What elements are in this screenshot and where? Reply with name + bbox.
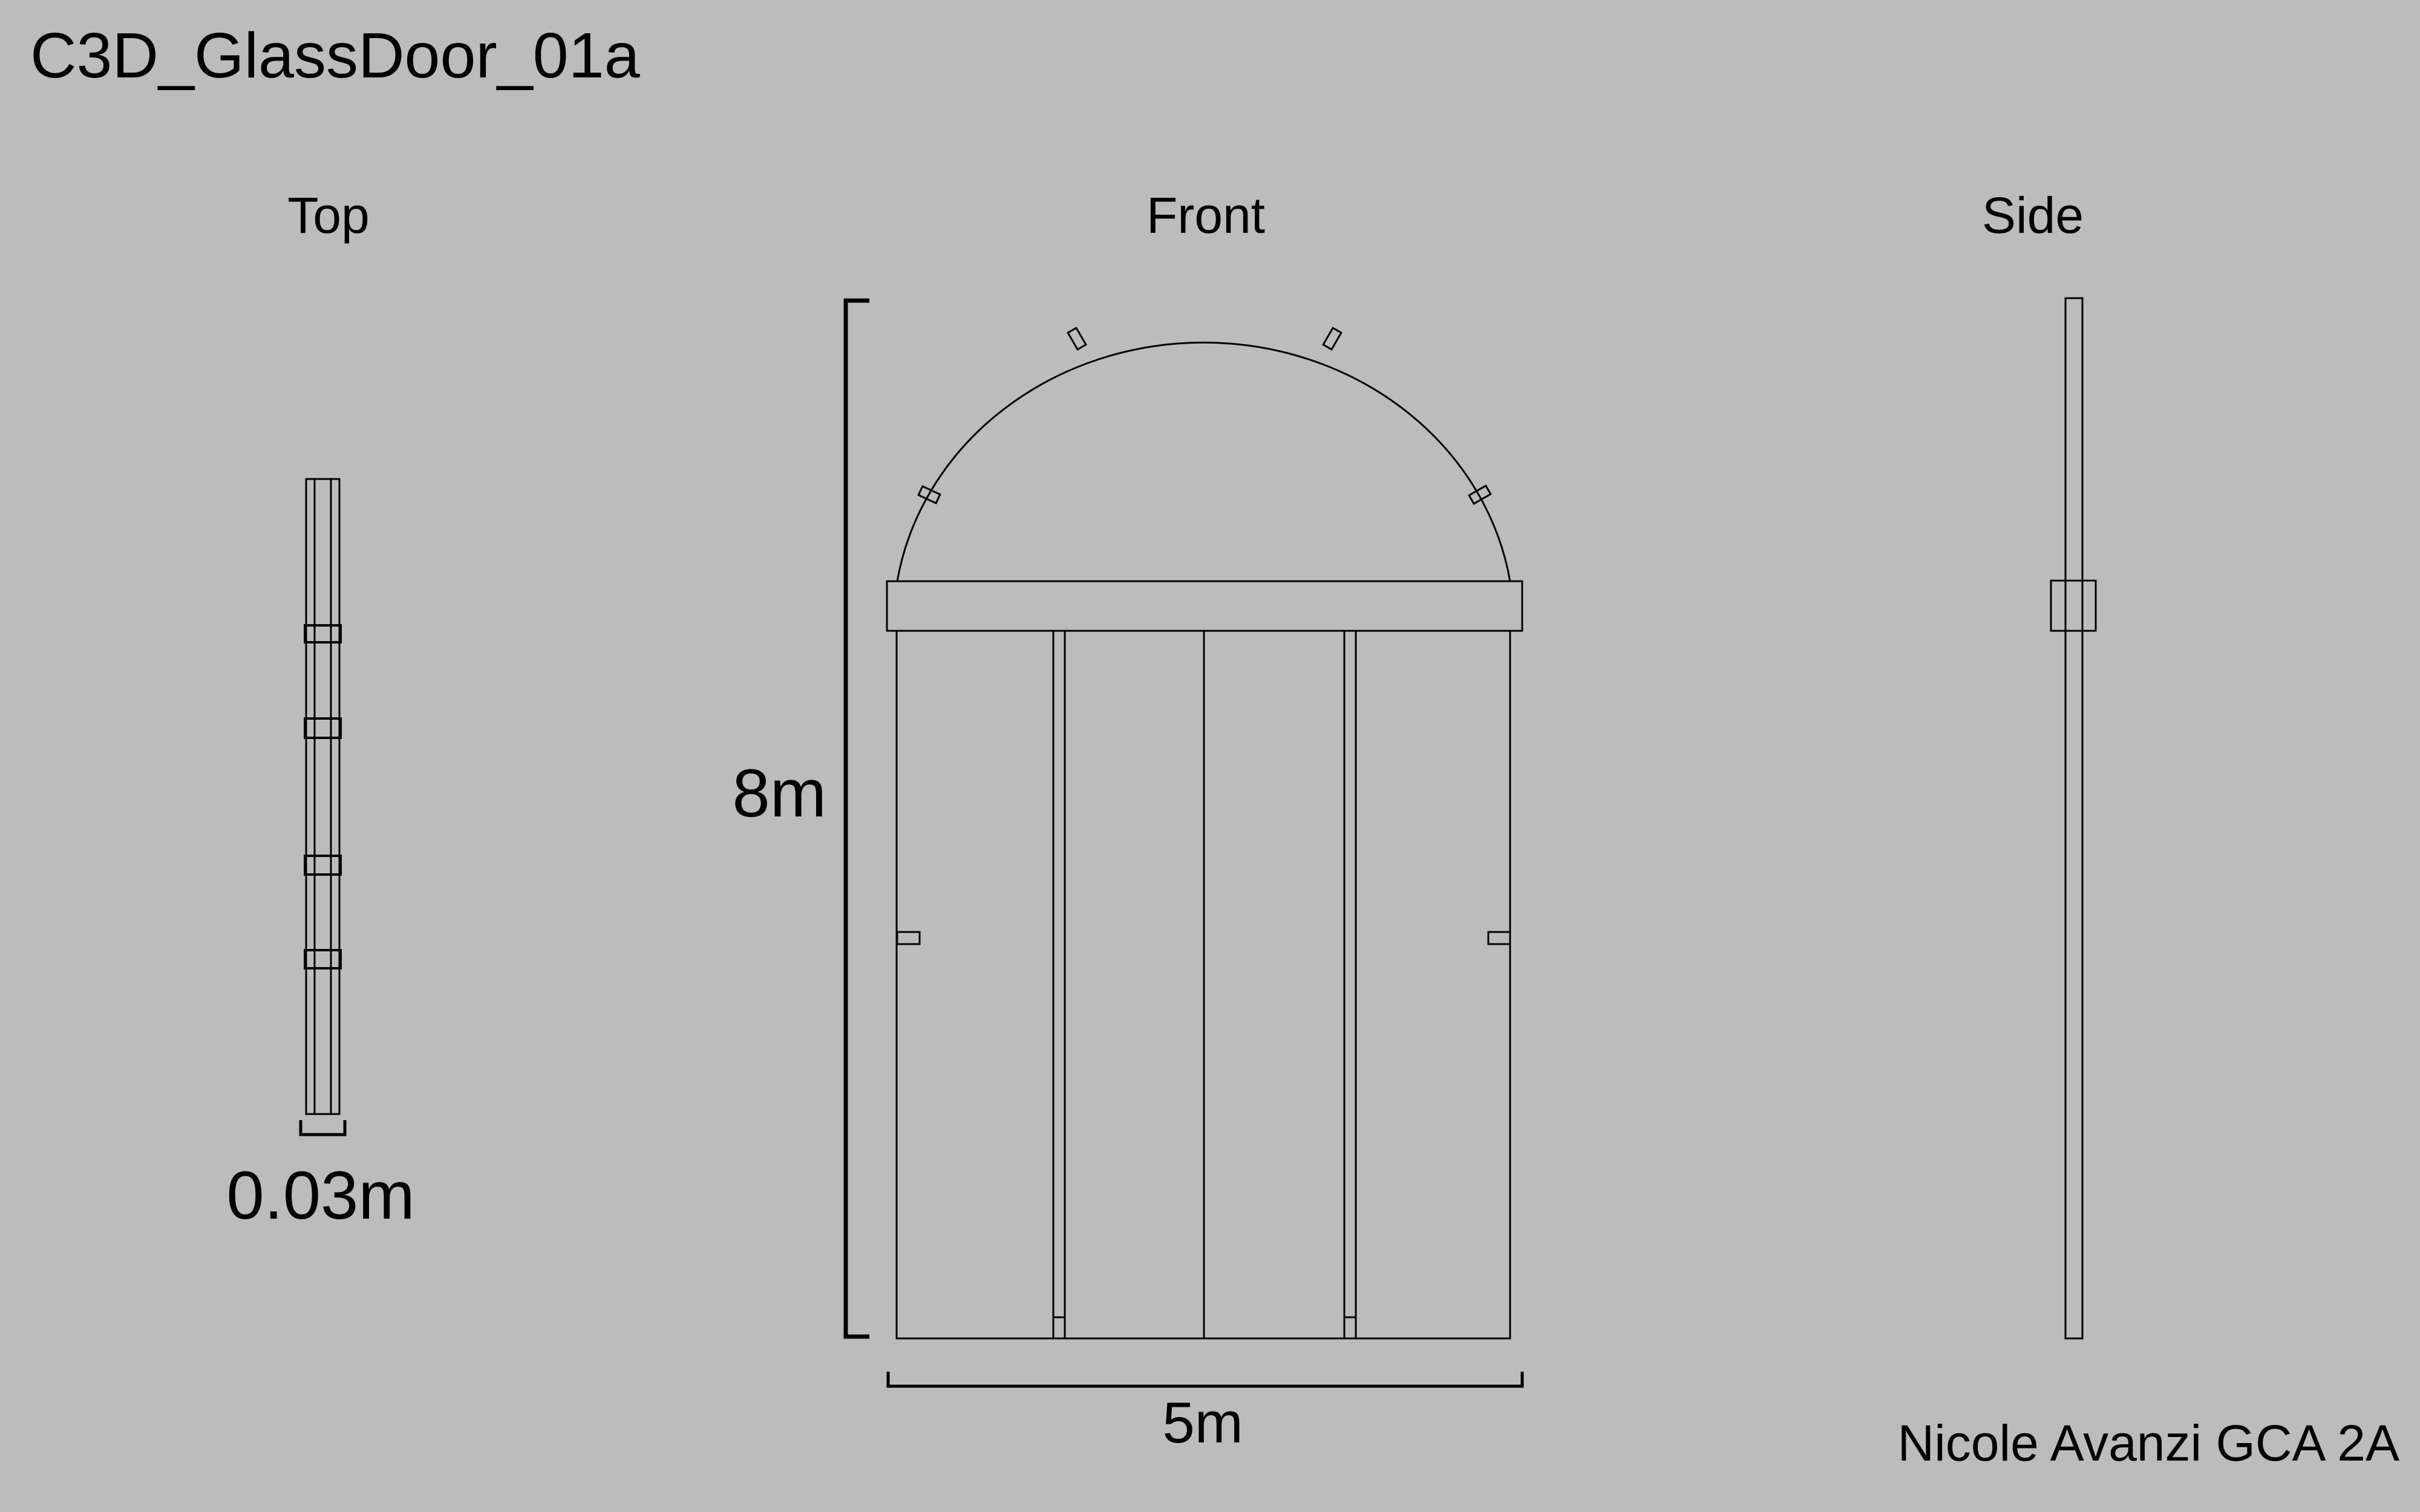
width-dimension-label: 5m xyxy=(1162,1390,1243,1455)
top-view xyxy=(304,478,342,1115)
top-view-label: Top xyxy=(287,187,369,244)
front-view-label: Front xyxy=(1146,187,1265,244)
author-credit: Nicole Avanzi GCA 2A xyxy=(1897,1415,2399,1471)
side-view-label: Side xyxy=(1982,187,2084,244)
side-view xyxy=(2050,297,2097,1340)
arch-clip xyxy=(1468,484,1492,505)
side-view-transom xyxy=(2050,579,2097,632)
transom-beam xyxy=(886,580,1523,632)
arch-clip xyxy=(1322,327,1342,351)
bottom-pivot xyxy=(1052,1316,1066,1340)
width-dimension-bracket xyxy=(886,1372,1524,1388)
front-view-arch xyxy=(896,342,1511,582)
top-view-hinge xyxy=(304,855,342,876)
arch-clip xyxy=(917,484,941,505)
top-view-hinge xyxy=(304,717,342,739)
top-view-hinge xyxy=(304,624,342,644)
depth-dimension-label: 0.03m xyxy=(226,1158,414,1233)
top-view-outline xyxy=(305,478,341,1115)
arch-clip xyxy=(1067,327,1087,351)
side-view-panel xyxy=(2064,297,2084,1340)
bottom-pivot xyxy=(1343,1316,1357,1340)
front-view xyxy=(886,327,1523,1340)
top-view-hinge xyxy=(304,949,342,969)
page-title: C3D_GlassDoor_01a xyxy=(30,20,640,91)
height-dimension-label: 8m xyxy=(732,755,826,831)
height-dimension-bracket xyxy=(843,298,869,1339)
depth-dimension-bracket xyxy=(299,1120,347,1136)
side-hinge xyxy=(1487,931,1511,945)
side-hinge xyxy=(896,931,921,945)
